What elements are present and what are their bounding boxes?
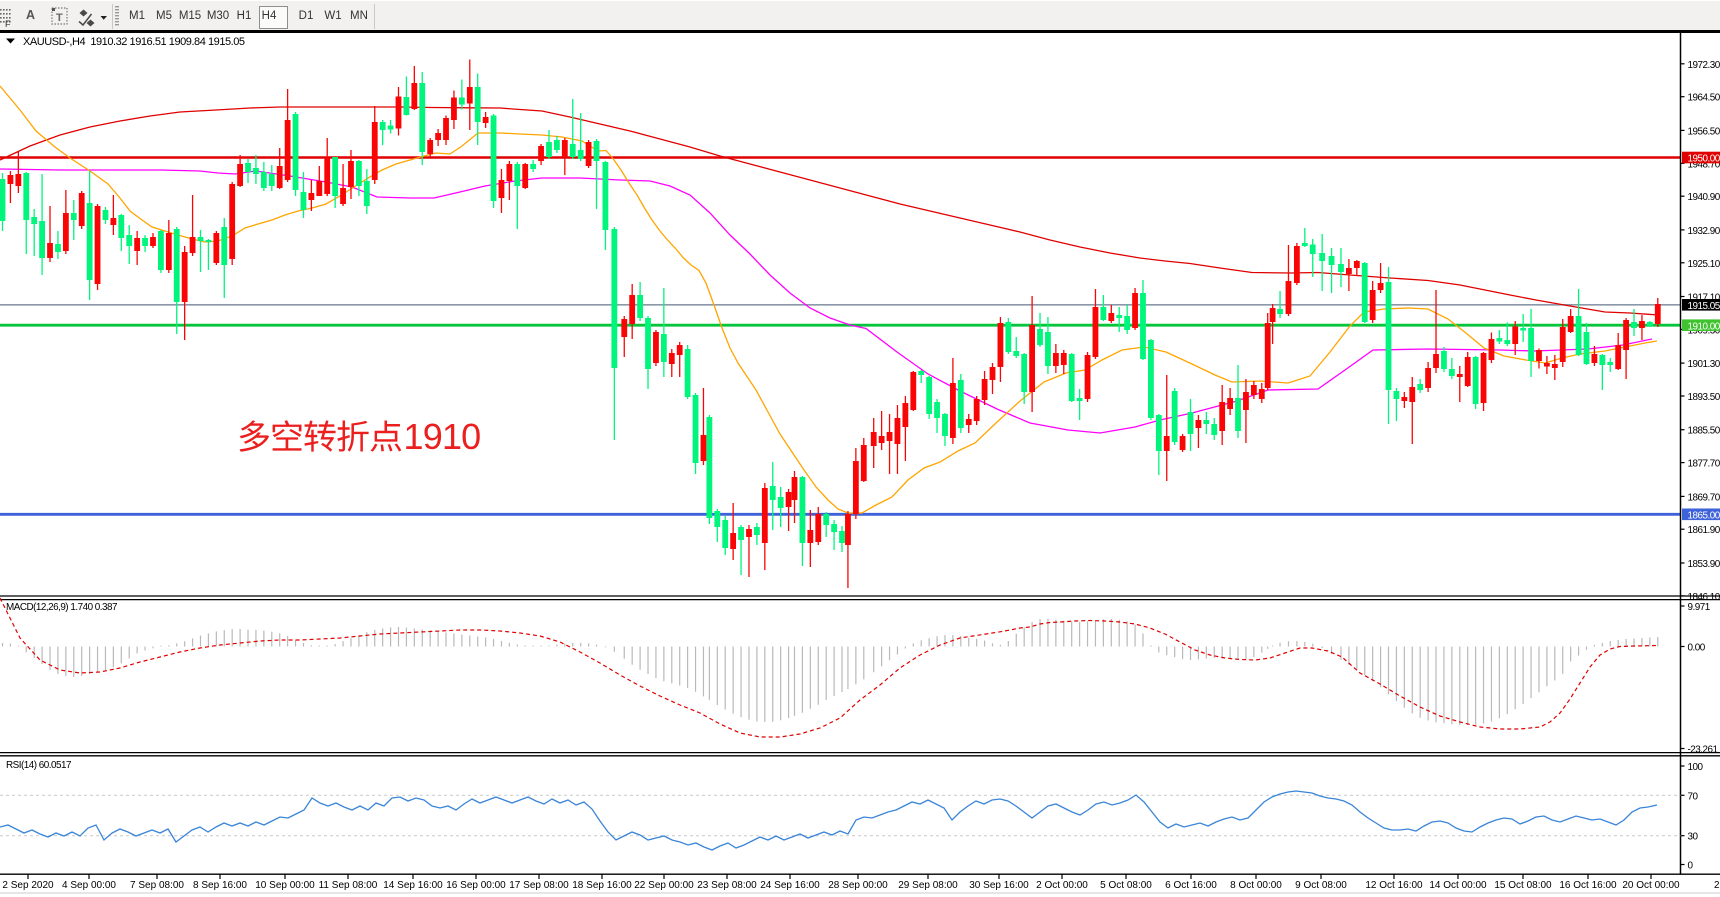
svg-text:1940.90: 1940.90 bbox=[1688, 192, 1720, 203]
svg-text:10 Sep 00:00: 10 Sep 00:00 bbox=[255, 880, 315, 891]
svg-text:1910.00: 1910.00 bbox=[1688, 321, 1720, 332]
svg-text:1853.90: 1853.90 bbox=[1688, 559, 1720, 570]
svg-text:1948.70: 1948.70 bbox=[1688, 159, 1720, 170]
svg-text:7 Sep 08:00: 7 Sep 08:00 bbox=[130, 880, 184, 891]
svg-text:20 Oct 00:00: 20 Oct 00:00 bbox=[1622, 880, 1680, 891]
svg-text:F: F bbox=[5, 19, 11, 29]
svg-text:24 Sep 16:00: 24 Sep 16:00 bbox=[760, 880, 820, 891]
svg-text:0.00: 0.00 bbox=[1688, 643, 1706, 654]
svg-text:8 Oct 00:00: 8 Oct 00:00 bbox=[1230, 880, 1282, 891]
svg-text:0: 0 bbox=[1688, 861, 1694, 872]
svg-text:18 Sep 16:00: 18 Sep 16:00 bbox=[572, 880, 632, 891]
svg-text:1964.50: 1964.50 bbox=[1688, 93, 1720, 104]
svg-text:1885.50: 1885.50 bbox=[1688, 426, 1720, 437]
svg-text:T: T bbox=[56, 12, 63, 24]
svg-text:4 Sep 00:00: 4 Sep 00:00 bbox=[62, 880, 116, 891]
svg-text:1869.70: 1869.70 bbox=[1688, 492, 1720, 503]
svg-text:12 Oct 16:00: 12 Oct 16:00 bbox=[1365, 880, 1423, 891]
svg-text:28 Sep 00:00: 28 Sep 00:00 bbox=[828, 880, 888, 891]
svg-text:-23.261: -23.261 bbox=[1688, 745, 1719, 756]
svg-text:17 Sep 08:00: 17 Sep 08:00 bbox=[509, 880, 569, 891]
svg-text:1910: 1910 bbox=[404, 416, 481, 457]
svg-text:RSI(14) 60.0517: RSI(14) 60.0517 bbox=[6, 760, 71, 771]
svg-text:1956.50: 1956.50 bbox=[1688, 126, 1720, 137]
svg-text:1932.90: 1932.90 bbox=[1688, 226, 1720, 237]
svg-text:1917.10: 1917.10 bbox=[1688, 293, 1720, 304]
svg-text:1865.00: 1865.00 bbox=[1688, 511, 1720, 522]
svg-text:15 Oct 08:00: 15 Oct 08:00 bbox=[1494, 880, 1552, 891]
svg-text:30 Sep 16:00: 30 Sep 16:00 bbox=[969, 880, 1029, 891]
svg-text:1893.50: 1893.50 bbox=[1688, 392, 1720, 403]
svg-text:XAUUSD-,H4 1910.32 1916.51 19: XAUUSD-,H4 1910.32 1916.51 1909.84 1915.… bbox=[23, 36, 245, 48]
svg-text:11 Sep 08:00: 11 Sep 08:00 bbox=[319, 880, 378, 891]
svg-text:1972.30: 1972.30 bbox=[1688, 60, 1720, 71]
svg-text:2 Oct 00:00: 2 Oct 00:00 bbox=[1036, 880, 1088, 891]
svg-text:9 Oct 08:00: 9 Oct 08:00 bbox=[1295, 880, 1347, 891]
svg-text:30: 30 bbox=[1688, 832, 1699, 843]
svg-text:1950.00: 1950.00 bbox=[1688, 154, 1720, 165]
svg-text:2: 2 bbox=[1714, 880, 1719, 891]
svg-text:16 Sep 00:00: 16 Sep 00:00 bbox=[446, 880, 506, 891]
svg-text:1925.10: 1925.10 bbox=[1688, 259, 1720, 270]
svg-text:9.971: 9.971 bbox=[1688, 602, 1711, 613]
svg-text:14 Sep 16:00: 14 Sep 16:00 bbox=[383, 880, 443, 891]
svg-text:MACD(12,26,9) 1.740 0.387: MACD(12,26,9) 1.740 0.387 bbox=[6, 602, 117, 613]
svg-text:1901.30: 1901.30 bbox=[1688, 359, 1720, 370]
svg-text:2 Sep 2020: 2 Sep 2020 bbox=[2, 880, 54, 891]
svg-text:1915.05: 1915.05 bbox=[1688, 301, 1720, 312]
svg-text:29 Sep 08:00: 29 Sep 08:00 bbox=[898, 880, 958, 891]
svg-text:16 Oct 16:00: 16 Oct 16:00 bbox=[1559, 880, 1617, 891]
svg-text:1861.90: 1861.90 bbox=[1688, 525, 1720, 536]
svg-text:70: 70 bbox=[1688, 791, 1699, 802]
svg-text:8 Sep 16:00: 8 Sep 16:00 bbox=[193, 880, 247, 891]
svg-text:5 Oct 08:00: 5 Oct 08:00 bbox=[1100, 880, 1152, 891]
svg-text:1846.10: 1846.10 bbox=[1688, 592, 1720, 603]
svg-text:1877.70: 1877.70 bbox=[1688, 459, 1720, 470]
svg-text:22 Sep 00:00: 22 Sep 00:00 bbox=[634, 880, 694, 891]
svg-text:6 Oct 16:00: 6 Oct 16:00 bbox=[1165, 880, 1217, 891]
svg-text:14 Oct 00:00: 14 Oct 00:00 bbox=[1429, 880, 1487, 891]
svg-text:23 Sep 08:00: 23 Sep 08:00 bbox=[697, 880, 757, 891]
svg-text:100: 100 bbox=[1688, 762, 1704, 773]
